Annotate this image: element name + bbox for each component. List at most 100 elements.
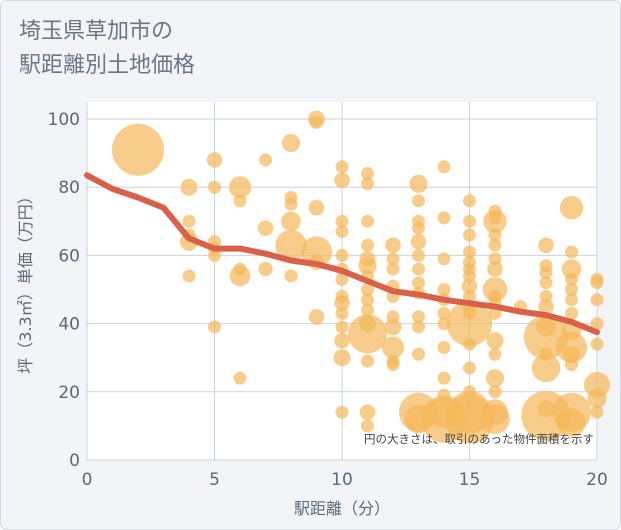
scatter-point [361, 354, 374, 368]
scatter-point [409, 174, 428, 193]
scatter-point [112, 123, 164, 176]
scatter-point [308, 309, 325, 325]
scatter-point [208, 320, 221, 334]
scatter-point [385, 237, 401, 253]
scatter-point [334, 295, 350, 311]
scatter-point [446, 300, 493, 347]
scatter-point [565, 283, 578, 297]
scatter-point [335, 405, 349, 419]
scatter-point [358, 256, 377, 275]
scatter-point [487, 261, 503, 277]
scatter-point [335, 248, 349, 262]
scatter-point [275, 229, 307, 261]
scatter-point [281, 211, 301, 232]
scatter-point [590, 293, 604, 307]
scatter-point [412, 262, 425, 276]
x-tick-label: 15 [459, 470, 481, 490]
scatter-point [463, 245, 476, 259]
scatter-point [412, 276, 425, 290]
scatter-point [463, 289, 476, 303]
scatter-point [281, 133, 301, 153]
scatter-point [310, 115, 323, 129]
scatter-point [590, 317, 604, 331]
scatter-point [386, 262, 400, 276]
y-axis-ticks: 0 20 40 60 80 100 [48, 110, 80, 471]
scatter-point [182, 269, 196, 283]
scatter-point [587, 388, 607, 409]
scatter-point [333, 349, 351, 367]
scatter-point [565, 245, 578, 259]
scatter-point [539, 276, 553, 290]
scatter-point [386, 252, 400, 266]
scatter-point [228, 176, 252, 199]
x-tick-label: 5 [209, 470, 220, 490]
scatter-point [335, 214, 349, 228]
y-tick-label: 100 [48, 110, 80, 130]
scatter-point [180, 178, 198, 196]
scatter-point [208, 248, 221, 262]
scatter-point [412, 347, 425, 361]
scatter-point [557, 408, 586, 437]
scatter-point [538, 237, 554, 253]
scatter-point [335, 306, 349, 320]
scatter-point [335, 225, 349, 239]
scatter-point [208, 180, 221, 194]
scatter-point [463, 337, 476, 351]
x-axis-label: 駅距離（分） [294, 499, 390, 518]
scatter-point [590, 276, 604, 290]
y-tick-label: 60 [58, 246, 80, 266]
size-legend-note: 円の大きさは、取引のあった物件面積を示す [364, 432, 594, 446]
scatter-point [284, 197, 298, 211]
scatter-point [410, 233, 427, 250]
scatter-point [386, 358, 400, 372]
scatter-point [437, 160, 451, 174]
x-tick-label: 20 [586, 470, 608, 490]
scatter-point [384, 318, 402, 336]
scatter-point [565, 358, 578, 372]
scatter-point [488, 347, 502, 361]
scatter-point [412, 310, 425, 324]
y-tick-label: 80 [58, 178, 80, 198]
scatter-point [483, 209, 507, 234]
scatter-point [461, 278, 478, 294]
scatter-point [437, 252, 451, 266]
scatter-point [334, 172, 350, 189]
scatter-point [361, 177, 374, 191]
trend-line [84, 172, 600, 336]
scatter-point [590, 337, 604, 351]
scatter-point [480, 404, 510, 435]
scatter-points [112, 110, 610, 444]
scatter-point [538, 298, 554, 315]
scatter-point [361, 214, 374, 228]
scatter-point [361, 238, 374, 252]
scatter-point [259, 153, 272, 167]
y-tick-label: 0 [69, 451, 80, 471]
y-tick-label: 20 [58, 383, 80, 403]
scatter-point [412, 320, 425, 334]
scatter-point [361, 283, 374, 297]
y-axis-label: 坪（3.3㎡）単価（万円） [16, 188, 35, 373]
x-axis-ticks: 0 5 10 15 20 [82, 470, 608, 490]
scatter-point [463, 194, 476, 208]
scatter-point [590, 405, 604, 419]
scatter-point [437, 283, 451, 297]
scatter-point [565, 272, 578, 286]
scatter-point [359, 404, 376, 421]
scatter-point [335, 272, 349, 286]
scatter-point [229, 265, 251, 287]
scatter-point [412, 221, 425, 235]
scatter-point [561, 259, 582, 279]
scatter-point [437, 306, 451, 320]
scatter-point [488, 238, 502, 252]
scatter-point [182, 214, 196, 228]
scatter-point [412, 194, 425, 208]
scatter-point [437, 371, 451, 385]
scatter-point [539, 265, 553, 279]
scatter-point [412, 248, 425, 262]
scatter-point [361, 293, 374, 307]
scatter-point [463, 361, 476, 375]
scatter-point [485, 369, 505, 388]
scatter-point [488, 228, 502, 242]
scatter-point [233, 371, 247, 385]
scatter-point [437, 211, 451, 225]
